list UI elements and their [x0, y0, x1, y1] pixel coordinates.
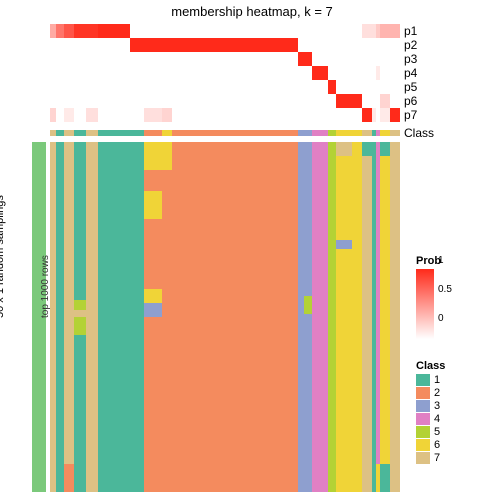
legend-row: 5	[416, 426, 445, 438]
chart-title: membership heatmap, k = 7	[0, 4, 504, 19]
axis-label-samplings: 50 x 1 random samplings	[0, 195, 6, 318]
class-legend-title: Class	[416, 360, 445, 372]
row-label: p7	[404, 108, 417, 122]
class-legend: Class 1234567	[416, 360, 445, 465]
legend-row: 1	[416, 374, 445, 386]
prob-legend: Prob 10.50	[416, 255, 441, 339]
row-label: p6	[404, 94, 417, 108]
class-bar	[50, 128, 400, 138]
row-label: p5	[404, 80, 417, 94]
row-label: p2	[404, 38, 417, 52]
row-label: p4	[404, 66, 417, 80]
legend-row: 7	[416, 452, 445, 464]
row-label: p3	[404, 52, 417, 66]
row-labels: p1p2p3p4p5p6p7	[404, 24, 417, 122]
axis-label-rows: top 1000 rows	[40, 255, 51, 318]
prob-gradient	[416, 269, 434, 339]
legend-row: 6	[416, 439, 445, 451]
legend-row: 2	[416, 387, 445, 399]
membership-heatmap-top	[50, 24, 400, 122]
main-heatmap	[50, 142, 400, 492]
legend-row: 3	[416, 400, 445, 412]
row-label: p1	[404, 24, 417, 38]
class-bar-label: Class	[404, 126, 434, 140]
legend-row: 4	[416, 413, 445, 425]
